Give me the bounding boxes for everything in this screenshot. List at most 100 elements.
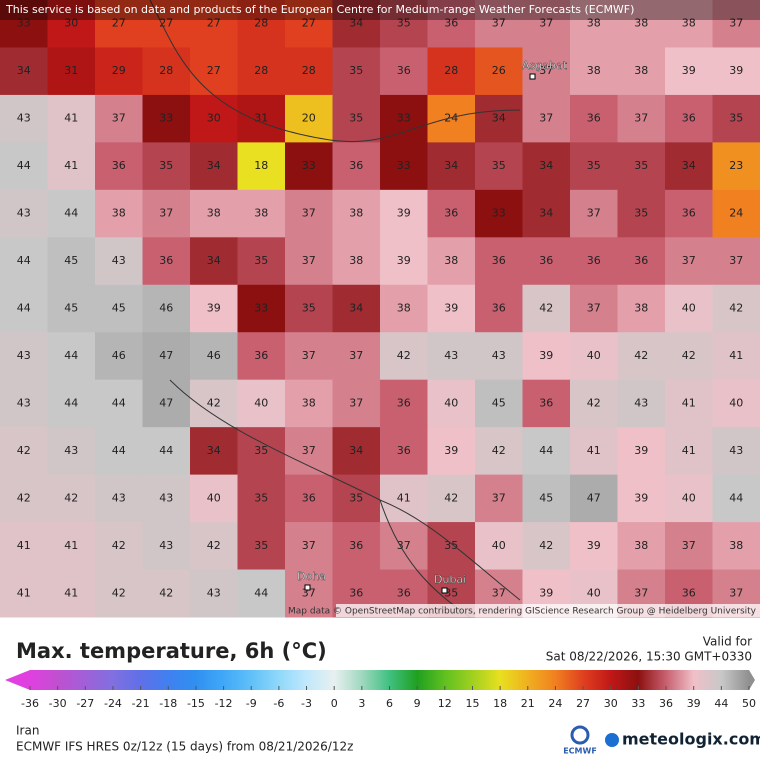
colorbar-label: 0	[331, 697, 338, 710]
city-label: Asgabat	[522, 59, 568, 72]
temperature-value: 37	[634, 112, 648, 125]
city-label: Dubai	[434, 573, 466, 586]
temperature-value: 42	[159, 586, 173, 599]
temperature-value: 35	[587, 159, 601, 172]
temperature-value: 39	[444, 444, 458, 457]
region: Iran	[16, 724, 39, 738]
colorbar-label: -30	[49, 697, 67, 710]
valid-time: Sat 08/22/2026, 15:30 GMT+0330	[546, 650, 752, 664]
temperature-value: 36	[397, 396, 411, 409]
temperature-value: 26	[492, 64, 506, 77]
temperature-value: 36	[397, 444, 411, 457]
temperature-value: 42	[539, 539, 553, 552]
temperature-value: 42	[112, 586, 126, 599]
model-info: ECMWF IFS HRES 0z/12z (15 days) from 08/…	[16, 740, 353, 754]
temperature-value: 34	[17, 64, 31, 77]
temperature-value: 36	[587, 112, 601, 125]
temperature-value: 42	[17, 444, 31, 457]
temperature-value: 42	[397, 349, 411, 362]
temperature-value: 47	[587, 491, 601, 504]
temperature-value: 43	[112, 254, 126, 267]
temperature-value: 41	[64, 112, 78, 125]
temperature-value: 45	[64, 254, 78, 267]
temperature-value: 28	[444, 64, 458, 77]
temperature-value: 34	[492, 112, 506, 125]
temperature-value: 40	[587, 349, 601, 362]
temperature-value: 43	[634, 396, 648, 409]
temperature-value: 36	[397, 586, 411, 599]
colorbar-label: 50	[742, 697, 756, 710]
temperature-value: 33	[254, 302, 268, 315]
temperature-value: 37	[634, 586, 648, 599]
temperature-value: 35	[302, 302, 316, 315]
temperature-value: 45	[64, 302, 78, 315]
colorbar-label: -15	[187, 697, 205, 710]
temperature-value: 34	[444, 159, 458, 172]
colorbar-label: 44	[714, 697, 728, 710]
temperature-value: 42	[682, 349, 696, 362]
temperature-value: 37	[302, 539, 316, 552]
temperature-value: 28	[159, 64, 173, 77]
ecmwf-icon	[572, 727, 588, 743]
colorbar-label: 9	[414, 697, 421, 710]
temperature-value: 45	[492, 396, 506, 409]
temperature-value: 40	[207, 491, 221, 504]
temperature-value: 38	[397, 302, 411, 315]
temperature-value: 42	[17, 491, 31, 504]
temperature-value: 20	[302, 112, 316, 125]
temperature-value: 42	[207, 396, 221, 409]
temperature-value: 39	[397, 254, 411, 267]
temperature-value: 37	[302, 444, 316, 457]
temperature-value: 35	[159, 159, 173, 172]
colorbar-label: 6	[386, 697, 393, 710]
temperature-value: 39	[634, 491, 648, 504]
temperature-value: 18	[254, 159, 268, 172]
temperature-value: 36	[302, 491, 316, 504]
temperature-value: 45	[112, 302, 126, 315]
temperature-value: 39	[397, 207, 411, 220]
temperature-value: 42	[587, 396, 601, 409]
temperature-value: 34	[349, 302, 363, 315]
colorbar-label: 30	[604, 697, 618, 710]
temperature-value: 38	[302, 396, 316, 409]
temperature-value: 38	[587, 64, 601, 77]
temperature-value: 37	[682, 254, 696, 267]
temperature-value: 36	[349, 159, 363, 172]
brand[interactable]: meteologix.com	[622, 730, 760, 749]
temperature-value: 35	[349, 64, 363, 77]
colorbar-label: 27	[576, 697, 590, 710]
temperature-value: 36	[682, 586, 696, 599]
temperature-value: 40	[682, 302, 696, 315]
colorbar-label: -21	[132, 697, 150, 710]
temperature-value: 43	[64, 444, 78, 457]
valid-label: Valid for	[703, 635, 752, 649]
colorbar-label: -9	[246, 697, 257, 710]
temperature-value: 39	[682, 64, 696, 77]
colorbar-label: -6	[273, 697, 284, 710]
temperature-value: 40	[492, 539, 506, 552]
temperature-value: 38	[444, 254, 458, 267]
temperature-value: 36	[539, 254, 553, 267]
temperature-value: 39	[634, 444, 648, 457]
colorbar-high-end	[749, 670, 755, 690]
temperature-value: 36	[254, 349, 268, 362]
colorbar-label: 39	[687, 697, 701, 710]
temperature-value: 38	[349, 254, 363, 267]
temperature-value: 34	[539, 159, 553, 172]
temperature-value: 41	[397, 491, 411, 504]
temperature-value: 41	[64, 539, 78, 552]
temperature-value: 41	[682, 444, 696, 457]
temperature-value: 36	[349, 539, 363, 552]
legend-title: Max. temperature, 6h (°C)	[16, 639, 327, 663]
temperature-value: 44	[64, 396, 78, 409]
temperature-value: 37	[112, 112, 126, 125]
colorbar-label: 15	[465, 697, 479, 710]
temperature-value: 44	[112, 396, 126, 409]
temperature-value: 43	[492, 349, 506, 362]
temperature-value: 46	[207, 349, 221, 362]
colorbar-label: 3	[358, 697, 365, 710]
temperature-value: 41	[64, 586, 78, 599]
temperature-value: 27	[207, 64, 221, 77]
